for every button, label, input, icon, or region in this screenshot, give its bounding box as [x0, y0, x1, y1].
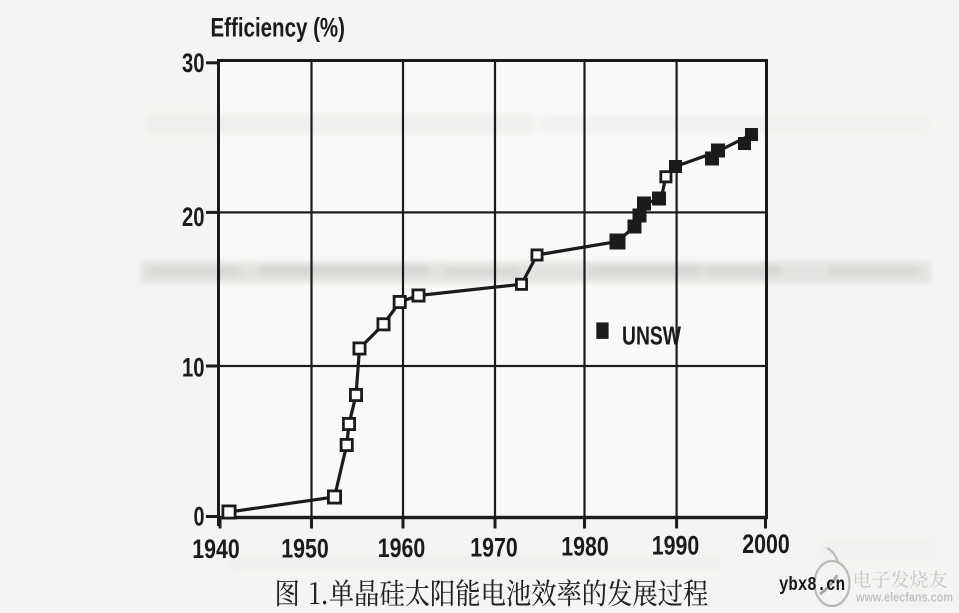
svg-text:20: 20	[182, 202, 205, 232]
svg-text:Efficiency (%): Efficiency (%)	[211, 12, 346, 42]
svg-text:1940: 1940	[192, 534, 240, 564]
svg-text:1990: 1990	[652, 531, 700, 561]
svg-text:30: 30	[182, 48, 205, 78]
svg-text:2000: 2000	[742, 529, 790, 559]
svg-text:www.elecfans.com: www.elecfans.com	[855, 590, 953, 605]
svg-text:ybx8.cn: ybx8.cn	[779, 574, 845, 596]
svg-text:1960: 1960	[378, 533, 426, 563]
svg-text:10: 10	[182, 353, 205, 383]
svg-text:1950: 1950	[281, 534, 329, 564]
svg-text:1980: 1980	[561, 532, 609, 562]
svg-text:UNSW: UNSW	[622, 323, 682, 351]
svg-text:0: 0	[194, 502, 205, 532]
svg-text:1970: 1970	[470, 533, 518, 563]
